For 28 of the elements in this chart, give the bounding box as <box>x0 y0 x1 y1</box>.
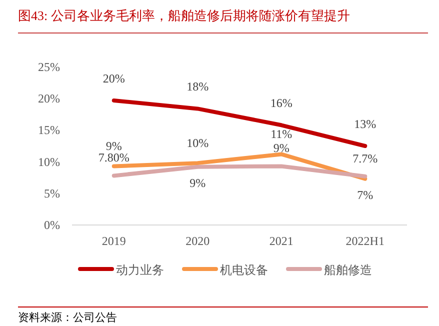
y-tick-label: 25% <box>38 60 60 74</box>
data-label: 13% <box>354 117 376 131</box>
x-tick-label: 2019 <box>102 234 126 248</box>
chart-title: 图43: 公司各业务毛利率，船舶造修后期将随涨价有望提升 <box>18 8 350 23</box>
legend-label: 机电设备 <box>220 263 268 277</box>
data-label: 18% <box>186 80 209 94</box>
data-label: 9% <box>273 141 290 156</box>
data-label: 11% <box>270 127 292 142</box>
y-tick-label: 5% <box>44 186 60 200</box>
x-tick-label: 2021 <box>269 234 294 248</box>
y-tick-label: 20% <box>38 92 60 106</box>
data-label: 20% <box>102 71 125 86</box>
x-tick-label: 2020 <box>186 234 210 248</box>
data-label: 16% <box>270 96 292 110</box>
text: 资料来源：公司公告 <box>18 311 117 324</box>
x-tick-label: 2022H1 <box>346 234 384 248</box>
data-label: 7% <box>357 188 374 202</box>
data-label: 9% <box>106 139 122 154</box>
legend-label: 动力业务 <box>116 263 164 277</box>
data-label: 9% <box>190 176 206 190</box>
data-label: 10% <box>186 136 209 150</box>
data-label: 7.80% <box>98 150 130 165</box>
legend-label: 船舶修造 <box>324 263 372 277</box>
y-tick-label: 0% <box>44 218 60 232</box>
y-tick-label: 15% <box>38 123 60 138</box>
y-tick-label: 10% <box>38 154 60 169</box>
line-series <box>112 164 368 178</box>
data-label: 7.7% <box>352 151 378 166</box>
